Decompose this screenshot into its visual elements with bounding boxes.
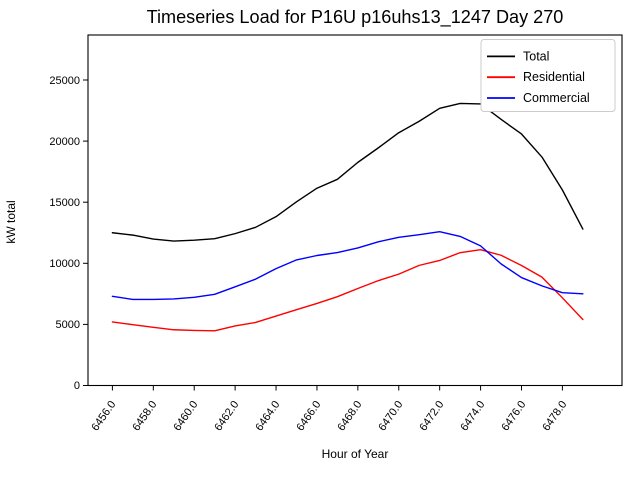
svg-text:Residential: Residential [523, 70, 585, 84]
svg-text:6458.0: 6458.0 [130, 399, 159, 433]
svg-text:6474.0: 6474.0 [458, 399, 487, 433]
svg-text:Hour of Year: Hour of Year [322, 447, 389, 461]
svg-text:Commercial: Commercial [523, 91, 590, 105]
svg-text:Timeseries Load for P16U p16uh: Timeseries Load for P16U p16uhs13_1247 D… [147, 7, 564, 28]
svg-text:6460.0: 6460.0 [171, 399, 200, 433]
svg-text:6456.0: 6456.0 [89, 399, 118, 433]
svg-text:kW total: kW total [4, 200, 18, 243]
svg-text:6470.0: 6470.0 [376, 399, 405, 433]
svg-text:6472.0: 6472.0 [417, 399, 446, 433]
svg-text:6464.0: 6464.0 [253, 399, 282, 433]
svg-text:0: 0 [74, 380, 80, 392]
svg-text:6478.0: 6478.0 [540, 399, 569, 433]
svg-text:6462.0: 6462.0 [212, 399, 241, 433]
svg-text:20000: 20000 [49, 136, 80, 148]
svg-text:10000: 10000 [49, 258, 80, 270]
svg-text:6468.0: 6468.0 [335, 399, 364, 433]
svg-text:6476.0: 6476.0 [499, 399, 528, 433]
svg-text:Total: Total [523, 49, 549, 63]
svg-text:15000: 15000 [49, 197, 80, 209]
svg-text:25000: 25000 [49, 75, 80, 87]
svg-text:5000: 5000 [56, 319, 80, 331]
svg-text:6466.0: 6466.0 [294, 399, 323, 433]
